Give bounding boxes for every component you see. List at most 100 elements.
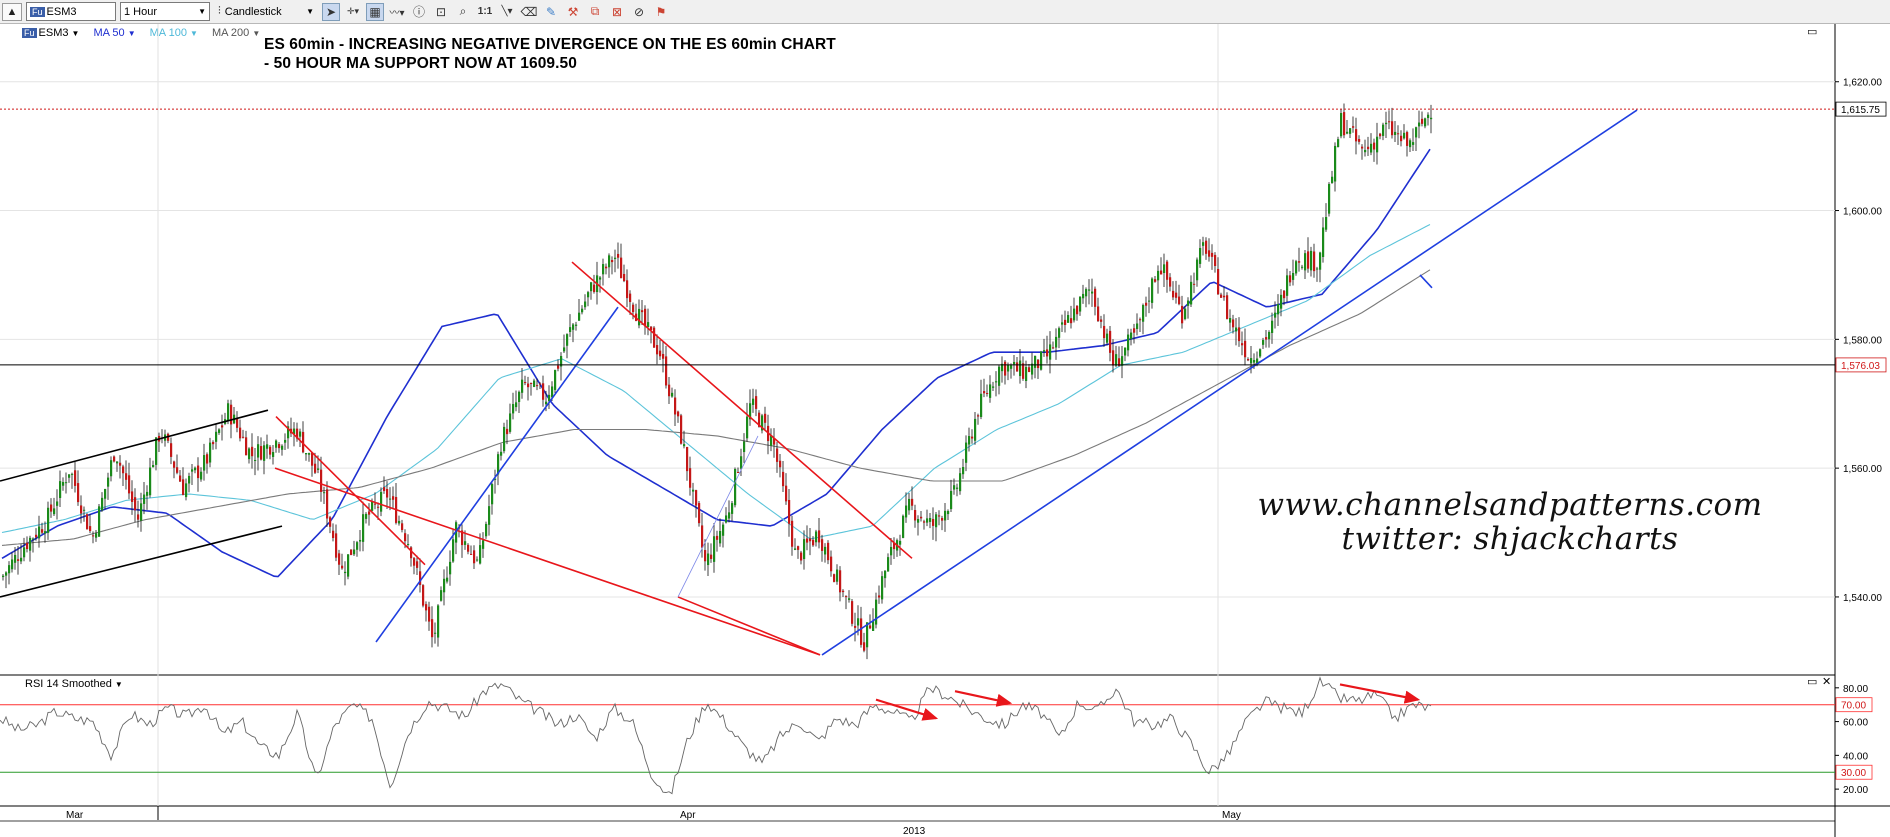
- candle-body: [1367, 146, 1370, 150]
- candle-body: [620, 257, 623, 279]
- candle-body: [947, 511, 950, 515]
- candle-body: [632, 304, 635, 313]
- eraser-icon[interactable]: ⌫: [520, 4, 538, 19]
- rsi-panel-close-button[interactable]: ✕: [1822, 676, 1832, 688]
- candle-body: [1406, 132, 1409, 146]
- candle-body: [335, 533, 338, 558]
- candle-body: [971, 436, 974, 439]
- candle-body: [377, 506, 380, 508]
- price-chart[interactable]: 1,540.00 1,560.00 1,580.00 1,600.00 1,620.00…: [0, 24, 1890, 837]
- candle-body: [563, 347, 566, 352]
- candle-body: [1244, 340, 1247, 358]
- rsi-upper-label: 70.00: [1841, 701, 1866, 712]
- divergence-arrow: [954, 690, 1013, 707]
- candle-body: [812, 539, 815, 546]
- candle-body: [407, 544, 410, 546]
- candle-body: [1148, 300, 1151, 302]
- candle-body: [794, 548, 797, 550]
- candle-body: [296, 428, 299, 439]
- candle-body: [1364, 149, 1367, 153]
- candle-body: [1133, 328, 1136, 333]
- candle-body: [608, 255, 611, 268]
- legend-ma50[interactable]: MA 50 ▼: [93, 27, 136, 39]
- candle-body: [365, 513, 368, 519]
- arrow-icon[interactable]: ➤: [322, 2, 340, 21]
- divergence-arrow: [875, 698, 939, 721]
- candle-body: [581, 308, 584, 313]
- candle-body: [218, 429, 221, 433]
- clear-icon[interactable]: ⊠: [611, 4, 623, 19]
- candle-body: [329, 517, 332, 527]
- rsi-tick-label: 80.00: [1843, 684, 1868, 695]
- rsi-lower-label: 30.00: [1841, 768, 1866, 779]
- price-panel-maximize-button[interactable]: ▭: [1807, 26, 1818, 38]
- rsi-upper-box: [1835, 697, 1873, 713]
- candle-body: [1391, 121, 1394, 136]
- candle-body: [677, 411, 680, 417]
- candle-body: [1334, 145, 1337, 182]
- candle-body: [752, 398, 755, 405]
- candle-body: [1196, 259, 1199, 281]
- candle-body: [1277, 304, 1280, 315]
- candle-body: [248, 448, 251, 460]
- panel-collapse-button[interactable]: ▲: [2, 2, 22, 21]
- candle-body: [359, 539, 362, 542]
- candle-body: [50, 504, 53, 512]
- candle-body: [1310, 250, 1313, 271]
- candle-body: [1418, 122, 1421, 127]
- line-icon[interactable]: ╲▾: [501, 6, 513, 17]
- candle-body: [8, 565, 11, 574]
- candle-body: [1016, 362, 1019, 372]
- candle-body: [1010, 365, 1013, 369]
- draw-icon[interactable]: 〰▾: [389, 8, 405, 19]
- rsi-label[interactable]: RSI 14 Smoothed ▼: [25, 678, 123, 690]
- interval-select[interactable]: 1 Hour ▼: [120, 2, 210, 21]
- candle-body: [2, 575, 5, 578]
- month-label: Apr: [680, 810, 696, 821]
- candle-body: [1199, 248, 1202, 264]
- legend-symbol[interactable]: Fu ESM3 ▼: [22, 27, 80, 39]
- candle-body: [515, 402, 518, 408]
- candle-body: [464, 541, 467, 545]
- candle-body: [1193, 283, 1196, 285]
- grid-icon[interactable]: ▦: [366, 2, 384, 21]
- title-line-2: - 50 HOUR MA SUPPORT NOW AT 1609.50: [264, 55, 577, 72]
- annotate-icon[interactable]: ⊡: [435, 4, 447, 19]
- candle-body: [686, 446, 689, 472]
- gauge-icon[interactable]: ⊘: [633, 4, 645, 19]
- tools-icon[interactable]: ⚒: [567, 4, 579, 19]
- zoom-icon[interactable]: ⌕: [459, 4, 467, 18]
- candle-body: [1388, 121, 1391, 123]
- paint-icon[interactable]: ✎: [545, 4, 557, 19]
- candle-body: [1160, 270, 1163, 275]
- symbol-input[interactable]: Fu ESM3: [26, 2, 116, 21]
- copy-icon[interactable]: ⧉: [590, 4, 600, 18]
- legend-ma100[interactable]: MA 100 ▼: [149, 27, 198, 39]
- price-tick-label: 1,580.00: [1843, 335, 1882, 346]
- candle-body: [1259, 349, 1262, 357]
- alert-icon[interactable]: ⚑: [655, 4, 667, 19]
- candle-body: [419, 571, 422, 585]
- candle-body: [278, 444, 281, 449]
- candle-body: [221, 425, 224, 428]
- black-trendline: [0, 409, 269, 482]
- candle-body: [1274, 312, 1277, 318]
- info-icon[interactable]: ⓘ: [412, 5, 425, 19]
- candle-body: [743, 441, 746, 453]
- candle-body: [101, 497, 104, 511]
- candlesticks: [2, 103, 1433, 660]
- rsi-panel-maximize-button[interactable]: ▭: [1807, 676, 1818, 688]
- month-label: May: [1222, 810, 1241, 821]
- one-to-one-icon[interactable]: 1:1: [477, 6, 493, 17]
- chart-type-select[interactable]: ⫶ Candlestick ▼: [214, 2, 318, 21]
- candle-body: [749, 403, 752, 420]
- candle-body: [422, 585, 425, 606]
- legend-ma200[interactable]: MA 200 ▼: [211, 27, 261, 39]
- candle-body: [674, 397, 677, 415]
- candle-body: [1415, 127, 1418, 138]
- candle-body: [1046, 349, 1049, 357]
- candle-body: [1091, 291, 1094, 294]
- crosshair-icon[interactable]: ✛▾: [346, 6, 360, 16]
- candle-body: [1298, 261, 1301, 263]
- candle-body: [986, 392, 989, 394]
